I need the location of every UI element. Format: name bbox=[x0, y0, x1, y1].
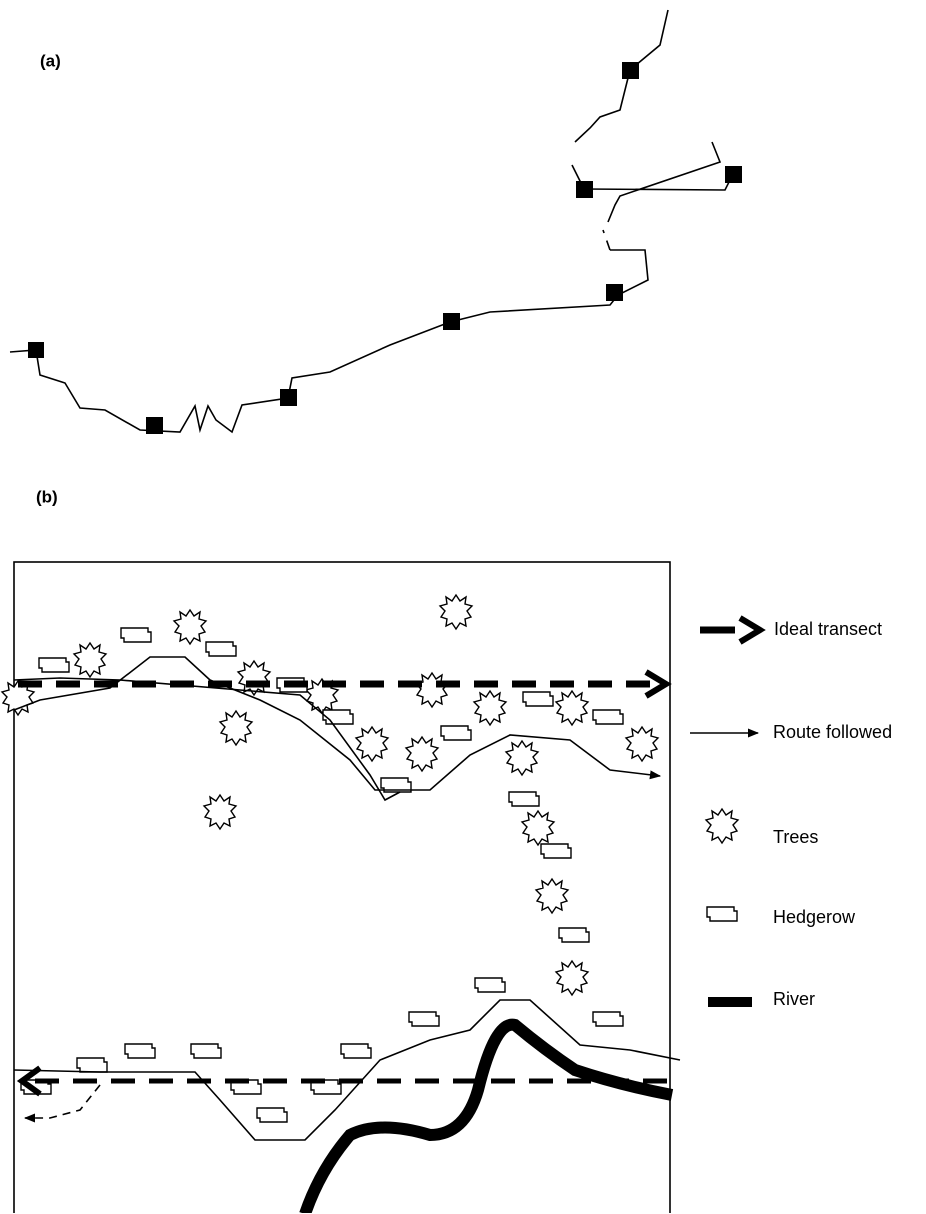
tree-icons-part bbox=[625, 726, 659, 762]
route-map-part bbox=[607, 141, 722, 223]
route-map-part bbox=[28, 62, 742, 434]
hedgerow-icons-part bbox=[408, 1011, 440, 1027]
tree-icons-part bbox=[219, 710, 253, 746]
route-map-part-part bbox=[280, 389, 297, 406]
tree-icons-part bbox=[555, 690, 589, 726]
hedgerow-icons-part bbox=[38, 657, 70, 673]
hedgerow-icons-part bbox=[340, 1043, 372, 1059]
tree-icons-part bbox=[521, 810, 555, 846]
tree-icons-part bbox=[355, 726, 389, 762]
panel-label: (a) bbox=[40, 51, 61, 70]
tree-icons-part bbox=[505, 740, 539, 776]
hedgerow-icons-part bbox=[522, 691, 554, 707]
tree-icons-part bbox=[73, 642, 107, 678]
transect-diagram-part bbox=[13, 561, 671, 1213]
tree-icons-part bbox=[439, 594, 473, 630]
hedgerow-icons-part bbox=[205, 641, 237, 657]
route-map-part-part bbox=[622, 62, 639, 79]
transect-diagram-part bbox=[299, 1018, 674, 1213]
route-map-part-part bbox=[146, 417, 163, 434]
route-map-part-part bbox=[443, 313, 460, 330]
legend-label: Trees bbox=[773, 827, 818, 847]
legend-label: Hedgerow bbox=[773, 907, 856, 927]
hedgerow-icons-part bbox=[592, 1011, 624, 1027]
hedgerow-icons-part bbox=[190, 1043, 222, 1059]
route-map-part bbox=[602, 229, 611, 251]
transect-diagram bbox=[1, 561, 681, 1213]
hedgerow-icons-part bbox=[474, 977, 506, 993]
tree-icons-part bbox=[473, 690, 507, 726]
hedgerow-icons-part bbox=[592, 709, 624, 725]
legend-label: River bbox=[773, 989, 815, 1009]
legend-part bbox=[705, 808, 739, 844]
transect-diagram-part bbox=[13, 656, 662, 791]
legend-part bbox=[738, 615, 766, 645]
tree-icons-part bbox=[415, 672, 449, 708]
route-map-part-part bbox=[28, 342, 44, 358]
tree-icons-part bbox=[203, 794, 237, 830]
route-map bbox=[9, 9, 742, 434]
hedgerow-icons-part bbox=[540, 843, 572, 859]
hedgerow-icons-part bbox=[558, 927, 590, 943]
route-map-part-part bbox=[606, 284, 623, 301]
hedgerow-icons-part bbox=[124, 1043, 156, 1059]
transect-diagram-part bbox=[644, 669, 672, 699]
legend-part bbox=[706, 906, 738, 922]
transect-diagram-part bbox=[23, 1084, 101, 1123]
tree-icons-part bbox=[535, 878, 569, 914]
hedgerow-icons-part bbox=[440, 725, 472, 741]
legend-label: Ideal transect bbox=[774, 619, 882, 639]
tree-icons-part bbox=[555, 960, 589, 996]
route-map-part-part bbox=[576, 181, 593, 198]
route-map-part-part bbox=[725, 166, 742, 183]
hedgerow-icons-part bbox=[508, 791, 540, 807]
tree-icons-part bbox=[405, 736, 439, 772]
transect-diagram-part bbox=[13, 677, 401, 802]
route-map-part bbox=[574, 9, 669, 143]
tree-icons-part bbox=[173, 609, 207, 645]
legend-label: Route followed bbox=[773, 722, 892, 742]
hedgerow-icons-part bbox=[256, 1107, 288, 1123]
panel-label: (b) bbox=[36, 487, 58, 506]
hedgerow-icons-part bbox=[120, 627, 152, 643]
route-map-part bbox=[9, 249, 649, 434]
transect-diagram-part bbox=[16, 1065, 42, 1097]
hedgerow-icons-part bbox=[76, 1057, 108, 1073]
route-map-part bbox=[583, 173, 734, 191]
legend: Ideal transect Route followed Trees Hedg… bbox=[690, 615, 892, 1009]
